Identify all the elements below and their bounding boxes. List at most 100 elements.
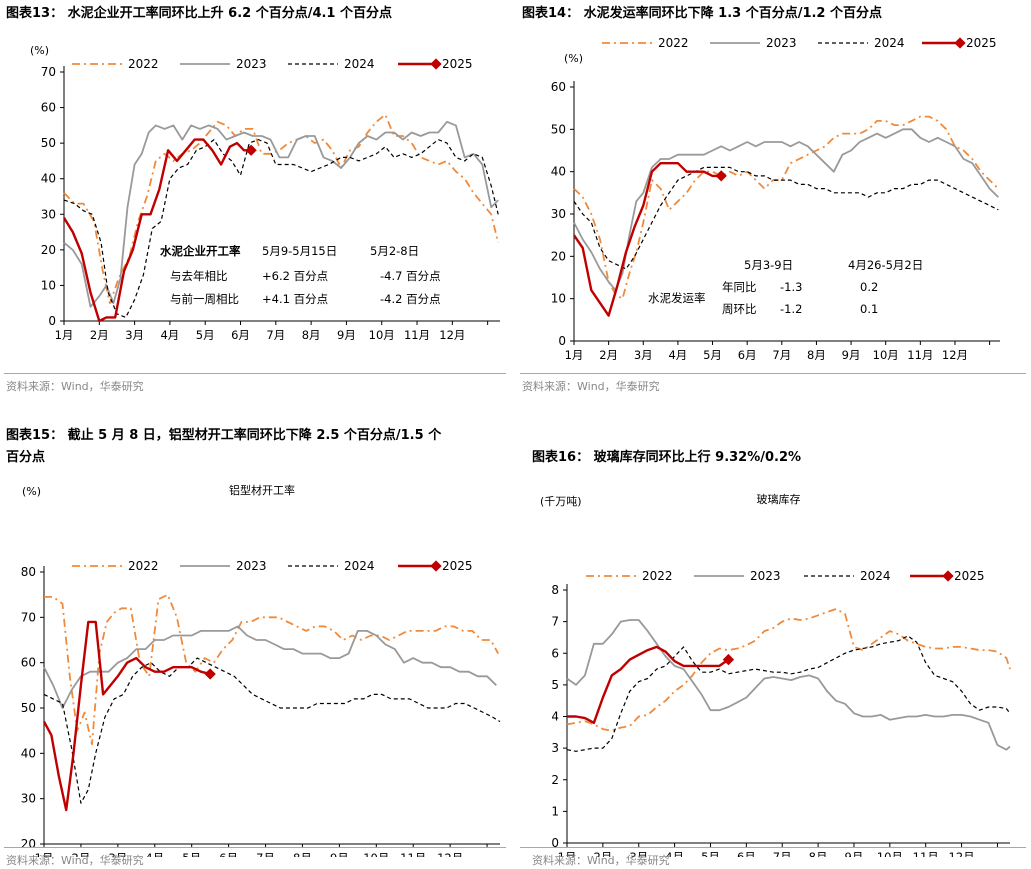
y-tick-label: 50 (551, 122, 566, 136)
annotation-cell: 年同比 (722, 280, 757, 294)
legend-label-2025: 2025 (442, 57, 473, 71)
x-tick-label: 5月 (196, 328, 215, 342)
y-tick-label: 30 (551, 207, 566, 221)
legend-label-2025: 2025 (442, 559, 473, 573)
y-tick-label: 0 (551, 836, 559, 850)
series-line-2023 (573, 128, 999, 292)
legend-label-2024: 2024 (874, 36, 905, 50)
annotation-cell: +4.1 百分点 (262, 292, 328, 306)
x-tick-label: 6月 (737, 850, 756, 857)
chart-inner-title: 玻璃库存 (757, 492, 801, 506)
series-line-2022 (573, 115, 999, 300)
y-tick-label: 60 (21, 656, 36, 670)
x-tick-label: 10月 (369, 328, 395, 342)
panel-15: 图表15： 截止 5 月 8 日，铝型材开工率同环比下降 2.5 个百分点/1.… (0, 425, 510, 869)
series-line-2023 (43, 625, 497, 709)
y-tick-label: 0 (48, 314, 56, 328)
annotation-cell: +6.2 百分点 (262, 269, 328, 283)
x-tick-label: 5月 (701, 850, 720, 857)
series-line-2022 (566, 608, 1011, 732)
legend-label-2022: 2022 (658, 36, 689, 50)
series-line-2025 (573, 161, 722, 317)
annotation-cell: 5月2-8日 (370, 244, 419, 258)
source-note: 资料来源：Wind，华泰研究 (6, 380, 144, 393)
x-tick-label: 1月 (55, 328, 74, 342)
x-tick-label: 3月 (108, 851, 127, 857)
x-tick-label: 9月 (330, 851, 349, 857)
series-line-2024 (566, 635, 1011, 752)
series-line-2025 (567, 645, 730, 725)
annotation-cell: -4.7 百分点 (380, 269, 441, 283)
series-line-2024 (43, 657, 501, 804)
x-tick-label: 3月 (629, 850, 648, 857)
source-rule (4, 373, 506, 374)
series-line-2022 (44, 593, 499, 746)
y-unit-label: (%) (564, 52, 583, 65)
legend-label-2022: 2022 (642, 569, 673, 583)
series-end-marker-2025 (715, 170, 727, 182)
series-line-2022 (63, 113, 500, 305)
annotation-cell: 0.1 (860, 302, 878, 316)
y-tick-label: 4 (551, 710, 559, 724)
y-tick-label: 3 (551, 741, 559, 755)
x-tick-label: 1月 (35, 851, 54, 857)
panel-16: 图表16： 玻璃库存同环比上行 9.32%/0.2% (千万吨) 玻璃库存 0 1 2 3… (518, 425, 1031, 869)
legend-marker-2025 (430, 58, 442, 70)
x-tick-label: 5月 (703, 348, 722, 362)
x-tick-label: 2月 (72, 851, 91, 857)
x-tick-label: 4月 (160, 328, 179, 342)
annotation-cell: 与去年相比 (170, 269, 228, 283)
y-tick-label: 7 (551, 615, 559, 629)
legend-label-2023: 2023 (236, 559, 267, 573)
annotation-cell: -1.2 (780, 302, 802, 316)
x-tick-label: 1月 (558, 850, 577, 857)
legend-marker-2025 (430, 560, 442, 572)
series-line-2024 (573, 166, 999, 270)
y-tick-label: 5 (551, 678, 559, 692)
x-tick-label: 1月 (565, 348, 584, 362)
x-tick-label: 7月 (266, 328, 285, 342)
y-tick-label: 60 (551, 80, 566, 94)
x-tick-label: 9月 (337, 328, 356, 342)
panel-title-line1: 图表15： 截止 5 月 8 日，铝型材开工率同环比下降 2.5 个百分点/1.… (6, 428, 442, 443)
x-tick-label: 2月 (593, 850, 612, 857)
legend-label-2023: 2023 (236, 57, 267, 71)
x-tick-label: 8月 (302, 328, 321, 342)
source-note: 资料来源：Wind，华泰研究 (522, 380, 660, 393)
series-line-2024 (63, 138, 499, 318)
annotation-cell: 0.2 (860, 280, 878, 294)
x-tick-label: 7月 (773, 850, 792, 857)
x-tick-label: 7月 (256, 851, 275, 857)
legend-label-2023: 2023 (766, 36, 797, 50)
chart-16: (千万吨) 玻璃库存 0 1 2 3 4 5 6 7 8 1月 2月 3月 4月 5月 6月 7月 8月 9月 10月 1… (540, 492, 1011, 857)
y-unit-label: (千万吨) (540, 495, 582, 508)
annotation-cell: 水泥企业开工率 (160, 244, 241, 258)
x-tick-label: 11月 (400, 851, 426, 857)
x-tick-label: 5月 (182, 851, 201, 857)
y-tick-label: 2 (551, 773, 559, 787)
legend-marker-2025 (942, 570, 954, 582)
y-unit-label: (%) (22, 485, 41, 498)
chart-14: (%) 0 10 20 30 40 50 60 1月 2月 3月 4月 5月 6月 7月 8月 9月 10月 11月… (551, 36, 1000, 362)
series-line-2023 (63, 120, 499, 308)
x-tick-label: 6月 (738, 348, 757, 362)
source-note: 资料来源：Wind，华泰研究 (6, 854, 144, 867)
y-tick-label: 50 (21, 701, 36, 715)
legend-label-2024: 2024 (344, 559, 375, 573)
y-tick-label: 20 (41, 243, 56, 257)
x-tick-label: 2月 (599, 348, 618, 362)
y-tick-label: 70 (21, 610, 36, 624)
x-tick-label: 8月 (807, 348, 826, 362)
series-line-2025 (42, 620, 211, 812)
x-tick-label: 11月 (404, 328, 430, 342)
y-tick-label: 1 (551, 804, 559, 818)
legend-label-2024: 2024 (344, 57, 375, 71)
x-tick-label: 10月 (873, 348, 899, 362)
legend-label-2025: 2025 (954, 569, 985, 583)
x-tick-label: 12月 (942, 348, 968, 362)
y-tick-label: 60 (41, 101, 56, 115)
x-tick-label: 3月 (634, 348, 653, 362)
x-tick-label: 3月 (125, 328, 144, 342)
annotation-cell: 5月9-5月15日 (262, 244, 337, 258)
x-tick-label: 6月 (231, 328, 250, 342)
